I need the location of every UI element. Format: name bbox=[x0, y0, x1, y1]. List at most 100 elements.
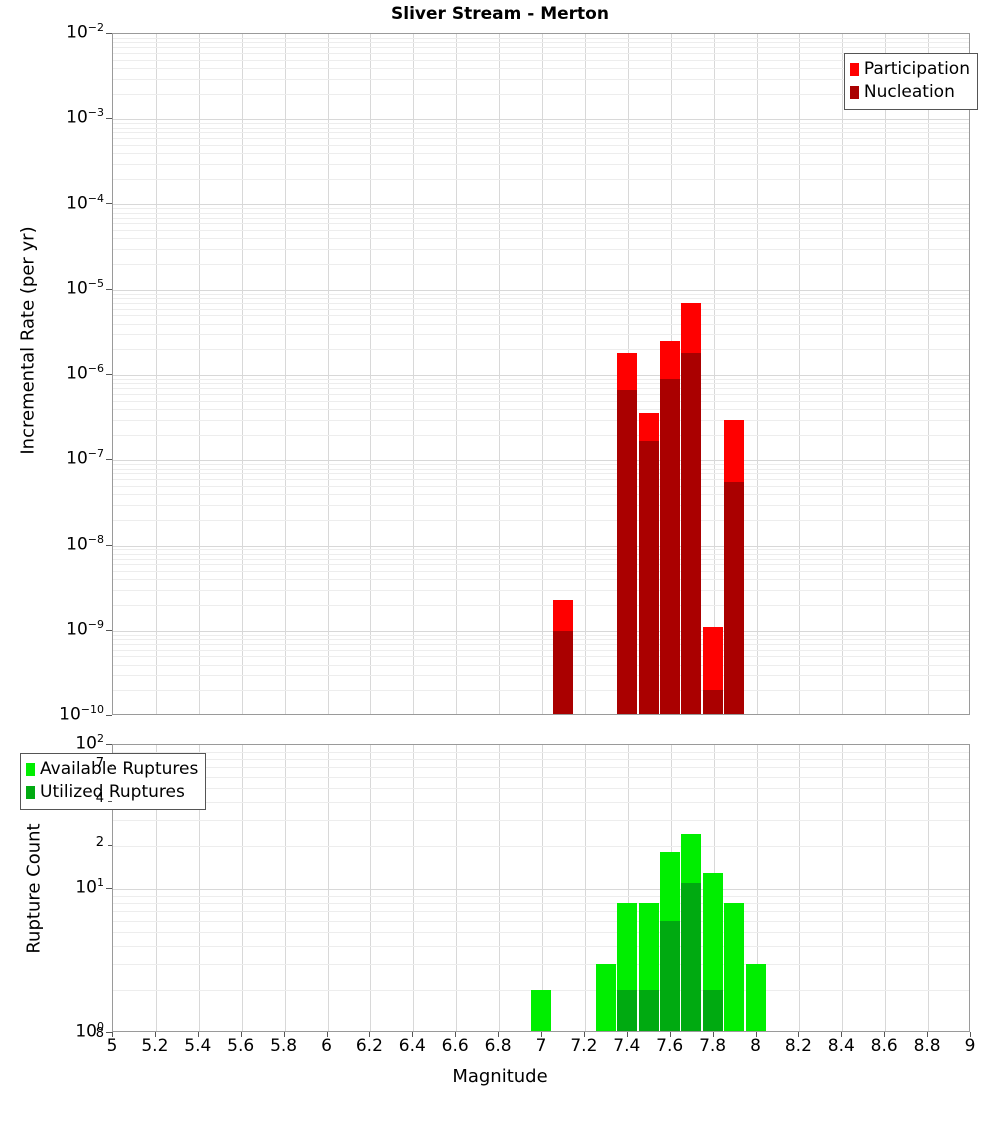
y-tick-mark bbox=[106, 459, 112, 460]
x-tick-label: 5 bbox=[106, 1036, 118, 1056]
bar-nucleation bbox=[660, 379, 680, 714]
y-tick-mark bbox=[106, 744, 112, 745]
x-tick-label: 8.4 bbox=[827, 1036, 855, 1056]
legend-item[interactable]: Participation bbox=[849, 58, 970, 81]
legend-label: Participation bbox=[863, 59, 970, 79]
grid-line-horizontal-minor bbox=[113, 505, 969, 506]
x-tick-label: 6 bbox=[321, 1036, 332, 1056]
grid-line-horizontal-minor bbox=[113, 230, 969, 231]
y-tick-label-bottom-minor: 4 bbox=[95, 791, 104, 807]
x-tick-label: 7.4 bbox=[613, 1036, 641, 1056]
grid-line-horizontal-minor bbox=[113, 383, 969, 384]
legend-rupture-count: Available Ruptures Utilized Ruptures bbox=[20, 753, 207, 810]
legend-item[interactable]: Available Ruptures bbox=[26, 758, 198, 781]
square-swatch-icon bbox=[26, 763, 35, 776]
x-tick-label: 8.8 bbox=[913, 1036, 941, 1056]
bar-utilized-ruptures bbox=[617, 990, 637, 1031]
grid-line-vertical bbox=[285, 34, 286, 714]
grid-line-horizontal-minor bbox=[113, 777, 969, 778]
grid-line-horizontal-minor bbox=[113, 79, 969, 80]
grid-line-vertical bbox=[156, 745, 157, 1031]
y-tick-mark bbox=[106, 630, 112, 631]
grid-line-horizontal-minor bbox=[113, 605, 969, 606]
grid-line-horizontal-minor bbox=[113, 38, 969, 39]
bar-nucleation bbox=[617, 390, 637, 714]
grid-line-horizontal-minor bbox=[113, 479, 969, 480]
grid-line-horizontal-minor bbox=[113, 223, 969, 224]
grid-line-horizontal-minor bbox=[113, 690, 969, 691]
bar-utilized-ruptures bbox=[660, 921, 680, 1031]
x-tick-label: 6.8 bbox=[484, 1036, 512, 1056]
grid-line-horizontal-minor bbox=[113, 932, 969, 933]
y-tick-label-top: 10−7 bbox=[66, 447, 104, 469]
x-tick-mark bbox=[670, 1032, 671, 1037]
legend-item[interactable]: Utilized Ruptures bbox=[26, 781, 198, 804]
page-title: Sliver Stream - Merton bbox=[391, 4, 609, 24]
grid-line-horizontal-minor bbox=[113, 264, 969, 265]
bar-available-ruptures bbox=[724, 903, 744, 1031]
grid-line-horizontal-minor bbox=[113, 164, 969, 165]
grid-line-horizontal-minor bbox=[113, 656, 969, 657]
grid-line-horizontal-minor bbox=[113, 571, 969, 572]
grid-line-horizontal bbox=[113, 460, 969, 461]
x-tick-label: 8 bbox=[750, 1036, 761, 1056]
grid-line-horizontal-minor bbox=[113, 675, 969, 676]
grid-line-vertical bbox=[885, 745, 886, 1031]
y-tick-mark-minor bbox=[108, 766, 112, 767]
grid-line-horizontal-minor bbox=[113, 486, 969, 487]
grid-line-horizontal-minor bbox=[113, 559, 969, 560]
bar-nucleation bbox=[703, 690, 723, 714]
grid-line-horizontal-minor bbox=[113, 767, 969, 768]
grid-line-horizontal-minor bbox=[113, 401, 969, 402]
x-tick-mark bbox=[327, 1032, 328, 1037]
grid-line-vertical bbox=[499, 745, 500, 1031]
x-tick-label: 6.2 bbox=[355, 1036, 383, 1056]
y-tick-mark bbox=[106, 289, 112, 290]
grid-line-horizontal-minor bbox=[113, 946, 969, 947]
grid-line-vertical bbox=[370, 745, 371, 1031]
grid-line-horizontal-minor bbox=[113, 579, 969, 580]
grid-line-horizontal-minor bbox=[113, 303, 969, 304]
square-swatch-icon bbox=[26, 786, 35, 799]
grid-line-horizontal-minor bbox=[113, 896, 969, 897]
y-tick-label-bottom-minor: 7 bbox=[95, 756, 104, 772]
rupture-count-plot-area bbox=[112, 744, 970, 1032]
legend-item[interactable]: Nucleation bbox=[849, 81, 970, 104]
x-tick-label: 6.4 bbox=[398, 1036, 426, 1056]
y-tick-label-top: 10−3 bbox=[66, 106, 104, 128]
grid-line-horizontal-minor bbox=[113, 473, 969, 474]
grid-line-horizontal-minor bbox=[113, 665, 969, 666]
bar-nucleation bbox=[553, 631, 573, 714]
y-tick-label-bottom: 101 bbox=[75, 876, 104, 898]
grid-line-horizontal-minor bbox=[113, 123, 969, 124]
grid-line-horizontal-minor bbox=[113, 132, 969, 133]
chart-canvas: Sliver Stream - Merton Incremental Rate … bbox=[18, 4, 978, 1087]
y-tick-mark bbox=[106, 203, 112, 204]
legend-incremental-rate: Participation Nucleation bbox=[843, 53, 978, 110]
legend-label: Nucleation bbox=[863, 82, 955, 102]
grid-line-vertical bbox=[456, 745, 457, 1031]
grid-line-horizontal bbox=[113, 375, 969, 376]
x-tick-label: 9 bbox=[964, 1036, 976, 1056]
grid-line-horizontal-minor bbox=[113, 650, 969, 651]
bar-utilized-ruptures bbox=[703, 990, 723, 1031]
x-tick-label: 8.6 bbox=[870, 1036, 898, 1056]
bar-utilized-ruptures bbox=[639, 990, 659, 1031]
y-tick-label-top: 10−5 bbox=[66, 276, 104, 299]
y-tick-label-top: 10−8 bbox=[66, 532, 104, 555]
square-swatch-icon bbox=[849, 63, 859, 76]
grid-line-horizontal-minor bbox=[113, 464, 969, 465]
grid-line-horizontal-minor bbox=[113, 846, 969, 847]
grid-line-vertical bbox=[714, 34, 715, 714]
grid-line-horizontal-minor bbox=[113, 179, 969, 180]
grid-line-vertical bbox=[413, 745, 414, 1031]
grid-line-horizontal-minor bbox=[113, 94, 969, 95]
y-tick-mark-minor bbox=[108, 801, 112, 802]
x-tick-label: 7.2 bbox=[570, 1036, 598, 1056]
grid-line-horizontal-minor bbox=[113, 435, 969, 436]
grid-line-horizontal-minor bbox=[113, 68, 969, 69]
y-tick-label-bottom: 100 bbox=[75, 1020, 104, 1042]
bar-nucleation bbox=[681, 353, 701, 714]
bar-utilized-ruptures bbox=[681, 883, 701, 1031]
y-tick-mark bbox=[106, 715, 112, 716]
